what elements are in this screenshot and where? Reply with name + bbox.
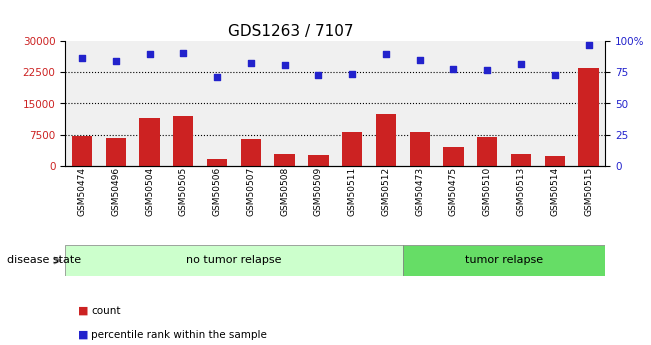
Bar bbox=[443, 147, 464, 166]
Bar bbox=[409, 132, 430, 166]
Point bbox=[145, 51, 155, 57]
FancyBboxPatch shape bbox=[403, 245, 605, 276]
Text: percentile rank within the sample: percentile rank within the sample bbox=[91, 330, 267, 339]
Text: GSM50475: GSM50475 bbox=[449, 167, 458, 216]
Text: GSM50496: GSM50496 bbox=[111, 167, 120, 216]
Bar bbox=[173, 116, 193, 166]
Point bbox=[279, 62, 290, 68]
Text: count: count bbox=[91, 306, 120, 315]
Point bbox=[212, 75, 222, 80]
Text: GSM50506: GSM50506 bbox=[213, 167, 221, 216]
Bar bbox=[342, 132, 363, 166]
Point bbox=[313, 72, 324, 78]
Text: GSM50504: GSM50504 bbox=[145, 167, 154, 216]
Text: GSM50474: GSM50474 bbox=[77, 167, 87, 216]
Bar bbox=[241, 139, 261, 166]
Text: GSM50508: GSM50508 bbox=[280, 167, 289, 216]
Text: disease state: disease state bbox=[7, 256, 81, 265]
Text: GSM50507: GSM50507 bbox=[246, 167, 255, 216]
Bar bbox=[139, 118, 159, 166]
Text: GSM50514: GSM50514 bbox=[550, 167, 559, 216]
Text: GSM50512: GSM50512 bbox=[381, 167, 391, 216]
Point bbox=[178, 50, 189, 55]
Text: GSM50515: GSM50515 bbox=[584, 167, 593, 216]
Point bbox=[482, 67, 492, 73]
Point bbox=[245, 60, 256, 65]
Text: no tumor relapse: no tumor relapse bbox=[186, 256, 282, 265]
Text: GSM50510: GSM50510 bbox=[483, 167, 492, 216]
Point bbox=[77, 55, 87, 60]
Point bbox=[516, 61, 526, 67]
Bar bbox=[545, 157, 565, 166]
Point bbox=[381, 51, 391, 57]
Bar bbox=[207, 159, 227, 166]
Point bbox=[449, 66, 459, 71]
Point bbox=[583, 42, 594, 48]
FancyBboxPatch shape bbox=[65, 245, 403, 276]
Text: ■: ■ bbox=[78, 306, 89, 315]
Point bbox=[111, 59, 121, 64]
Point bbox=[415, 57, 425, 63]
Text: GSM50505: GSM50505 bbox=[179, 167, 187, 216]
Text: tumor relapse: tumor relapse bbox=[465, 256, 543, 265]
Bar bbox=[511, 155, 531, 166]
Bar bbox=[477, 137, 497, 166]
Text: GSM50511: GSM50511 bbox=[348, 167, 357, 216]
Text: GDS1263 / 7107: GDS1263 / 7107 bbox=[228, 24, 353, 39]
Text: GSM50473: GSM50473 bbox=[415, 167, 424, 216]
Point bbox=[347, 71, 357, 77]
Bar bbox=[105, 138, 126, 166]
Bar bbox=[376, 114, 396, 166]
Point bbox=[549, 72, 560, 78]
Bar bbox=[72, 136, 92, 166]
Text: GSM50513: GSM50513 bbox=[516, 167, 525, 216]
Bar bbox=[275, 154, 295, 166]
Bar bbox=[578, 68, 599, 166]
Text: ■: ■ bbox=[78, 330, 89, 339]
Bar bbox=[309, 155, 329, 166]
Text: GSM50509: GSM50509 bbox=[314, 167, 323, 216]
